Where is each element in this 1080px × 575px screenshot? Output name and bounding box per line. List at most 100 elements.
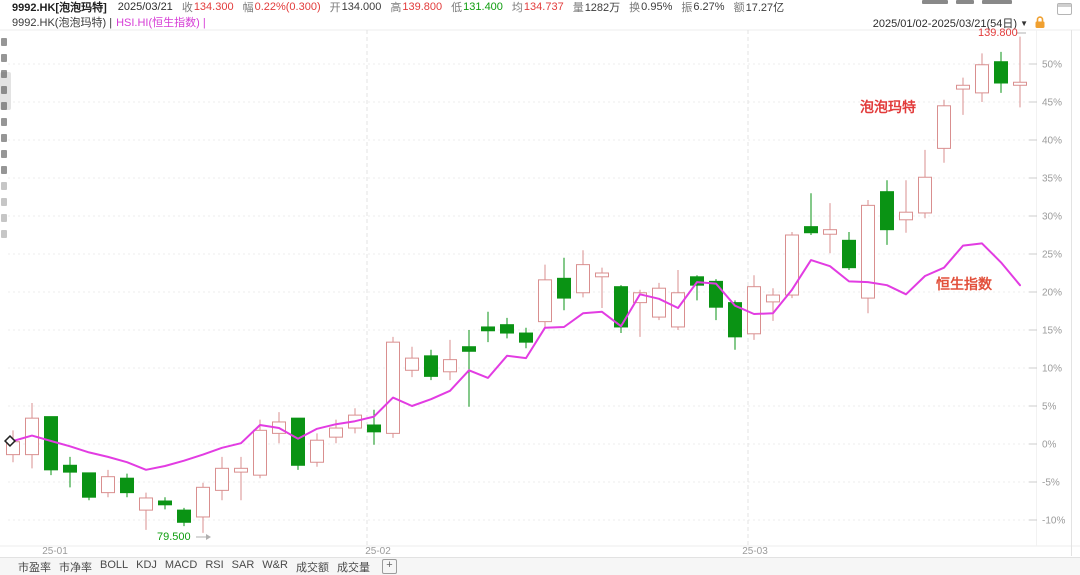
candle-51 (956, 84, 970, 90)
candle-26 (481, 326, 495, 332)
candle-50 (937, 105, 951, 149)
candle-40 (747, 286, 761, 335)
candle-53 (994, 61, 1008, 84)
indicator-tab-SAR[interactable]: SAR (231, 558, 255, 571)
x-axis-label: 25-03 (742, 546, 768, 557)
quote-field-额: 额 17.27亿 (733, 2, 785, 14)
candle-24 (443, 359, 457, 373)
candle-30 (557, 277, 571, 299)
indicator-tab-KDJ[interactable]: KDJ (136, 558, 157, 571)
quote-field-均: 均 134.737 (511, 1, 564, 14)
indicator-tab-MACD[interactable]: MACD (164, 558, 198, 571)
candle-27 (500, 324, 514, 334)
indicator-tabs: 市盈率 市净率 BOLL KDJ MACD RSI SAR W&R 成交额 成交量 (18, 559, 370, 575)
candle-13 (234, 467, 248, 473)
date-range-selector[interactable]: 2025/01/02-2025/03/21(54日) ▼ (873, 15, 1028, 31)
panel-icon[interactable] (1057, 3, 1072, 15)
candle-39 (728, 302, 742, 338)
candle-36 (671, 292, 685, 328)
stock-symbol: 9992.HK[泡泡玛特] (12, 2, 107, 14)
left-sidebar-glyph (1, 118, 7, 126)
indicator-tab-市盈率[interactable]: 市盈率 (18, 561, 51, 574)
candle-8 (139, 497, 153, 511)
y-axis-label: 25% (1042, 250, 1062, 261)
y-axis-label: 45% (1042, 98, 1062, 109)
candle-9 (158, 500, 172, 506)
candle-41 (766, 294, 780, 303)
left-sidebar[interactable] (0, 30, 12, 545)
stock-name-label: 泡泡玛特 (860, 99, 916, 115)
candle-11 (196, 486, 210, 518)
candle-45 (842, 239, 856, 269)
indicator-tab-成交量[interactable]: 成交量 (336, 561, 370, 574)
candle-34 (633, 292, 647, 304)
index-series-label[interactable]: HSI.HI(恒生指数) | (116, 16, 206, 29)
left-sidebar-glyph (1, 182, 7, 190)
lock-icon[interactable] (1034, 16, 1046, 34)
indicator-tab-W&R[interactable]: W&R (262, 558, 288, 571)
left-sidebar-glyph (1, 38, 7, 46)
candle-44 (823, 229, 837, 235)
candle-4 (63, 464, 77, 473)
candle-16 (291, 417, 305, 466)
chevron-down-icon: ▼ (1020, 18, 1028, 28)
left-sidebar-glyph (1, 198, 7, 206)
y-axis-label: -10% (1042, 516, 1065, 527)
candle-17 (310, 439, 324, 463)
candle-20 (367, 424, 381, 433)
x-axis-label: 25-02 (365, 546, 391, 557)
candle-12 (215, 467, 229, 491)
candle-32 (595, 272, 609, 278)
candle-22 (405, 357, 419, 371)
y-axis-label: 50% (1042, 60, 1062, 71)
candle-31 (576, 264, 590, 294)
left-sidebar-glyph (1, 150, 7, 158)
quote-field-振: 振 6.27% (681, 1, 725, 14)
quote-field-收: 收 134.300 (181, 1, 234, 14)
y-axis-label: 30% (1042, 212, 1062, 223)
y-axis-label: -5% (1042, 478, 1060, 489)
candle-54 (1013, 81, 1027, 86)
candle-47 (880, 191, 894, 231)
candle-23 (424, 355, 438, 377)
y-axis-label: 40% (1042, 136, 1062, 147)
quote-field-开: 开 134.000 (329, 1, 382, 14)
quote-field-换: 换 0.95% (629, 1, 673, 14)
y-axis-label: 20% (1042, 288, 1062, 299)
left-sidebar-glyph (1, 230, 7, 238)
quote-field-高: 高 139.800 (390, 1, 443, 14)
x-axis-label: 25-01 (42, 546, 68, 557)
candle-29 (538, 279, 552, 323)
indicator-tab-RSI[interactable]: RSI (205, 558, 224, 571)
indicator-tab-BOLL[interactable]: BOLL (100, 558, 129, 571)
add-indicator-button[interactable]: + (381, 559, 397, 574)
candle-6 (101, 476, 115, 494)
candle-37 (690, 276, 704, 286)
indicator-tab-成交额[interactable]: 成交额 (295, 561, 329, 574)
low-price-label: 79.500 (157, 531, 191, 543)
candle-35 (652, 287, 666, 318)
candle-25 (462, 346, 476, 352)
candle-14 (253, 429, 267, 476)
candle-33 (614, 286, 628, 328)
y-axis-label: 0% (1042, 440, 1057, 451)
left-sidebar-glyph (1, 166, 7, 174)
left-sidebar-glyph (1, 214, 7, 222)
indicator-tab-市净率[interactable]: 市净率 (59, 561, 92, 574)
left-sidebar-glyph (1, 70, 7, 78)
candle-49 (918, 176, 932, 214)
candle-43 (804, 226, 818, 234)
candle-21 (386, 341, 400, 434)
left-sidebar-glyph (1, 54, 7, 62)
index-name-label: 恒生指数 (936, 276, 992, 292)
quote-field-量: 量 1282万 (572, 2, 621, 14)
quote-date: 2025/03/21 (117, 1, 173, 13)
clipped-toolbar (918, 0, 1018, 5)
candle-48 (899, 211, 913, 221)
hsi-line (12, 242, 1021, 471)
quote-header: 9992.HK[泡泡玛特] 2025/03/21 收 134.300 幅 0.22%(… (12, 0, 784, 14)
indicator-bar: 市盈率 市净率 BOLL KDJ MACD RSI SAR W&R 成交额 成交量 + (0, 557, 1080, 575)
quote-field-低: 低 131.400 (451, 1, 503, 14)
